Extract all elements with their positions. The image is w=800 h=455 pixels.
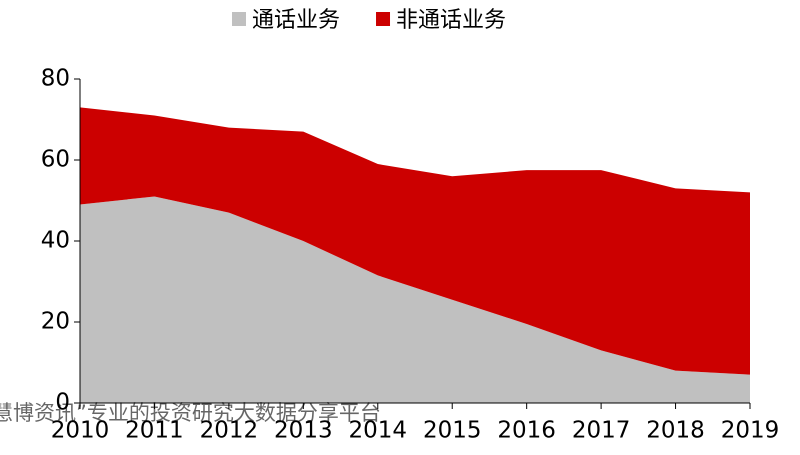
x-tick-label: 2014 bbox=[349, 418, 408, 444]
x-tick-label: 2012 bbox=[200, 418, 259, 444]
legend-label: 非通话业务 bbox=[396, 8, 506, 33]
x-tick-label: 2019 bbox=[721, 418, 780, 444]
legend-swatch bbox=[376, 12, 391, 26]
legend-label: 通话业务 bbox=[252, 8, 340, 33]
y-tick-label: 0 bbox=[55, 390, 70, 416]
y-tick-label: 80 bbox=[41, 66, 70, 92]
x-tick-label: 2018 bbox=[646, 418, 705, 444]
x-tick-label: 2015 bbox=[423, 418, 482, 444]
x-tick-label: 2013 bbox=[274, 418, 333, 444]
area bbox=[80, 196, 750, 403]
legend-swatch bbox=[232, 12, 246, 26]
x-tick-label: 2017 bbox=[572, 418, 631, 444]
x-tick-label: 2010 bbox=[51, 418, 110, 444]
watermark: 慧博资讯”专业的投资研究大数据分享平台 bbox=[0, 401, 381, 425]
x-tick-label: 2011 bbox=[125, 418, 184, 444]
y-tick-label: 60 bbox=[41, 147, 70, 173]
y-tick-label: 20 bbox=[41, 309, 70, 335]
x-tick-label: 2016 bbox=[497, 418, 556, 444]
area bbox=[80, 107, 750, 375]
y-tick-label: 40 bbox=[41, 228, 70, 254]
